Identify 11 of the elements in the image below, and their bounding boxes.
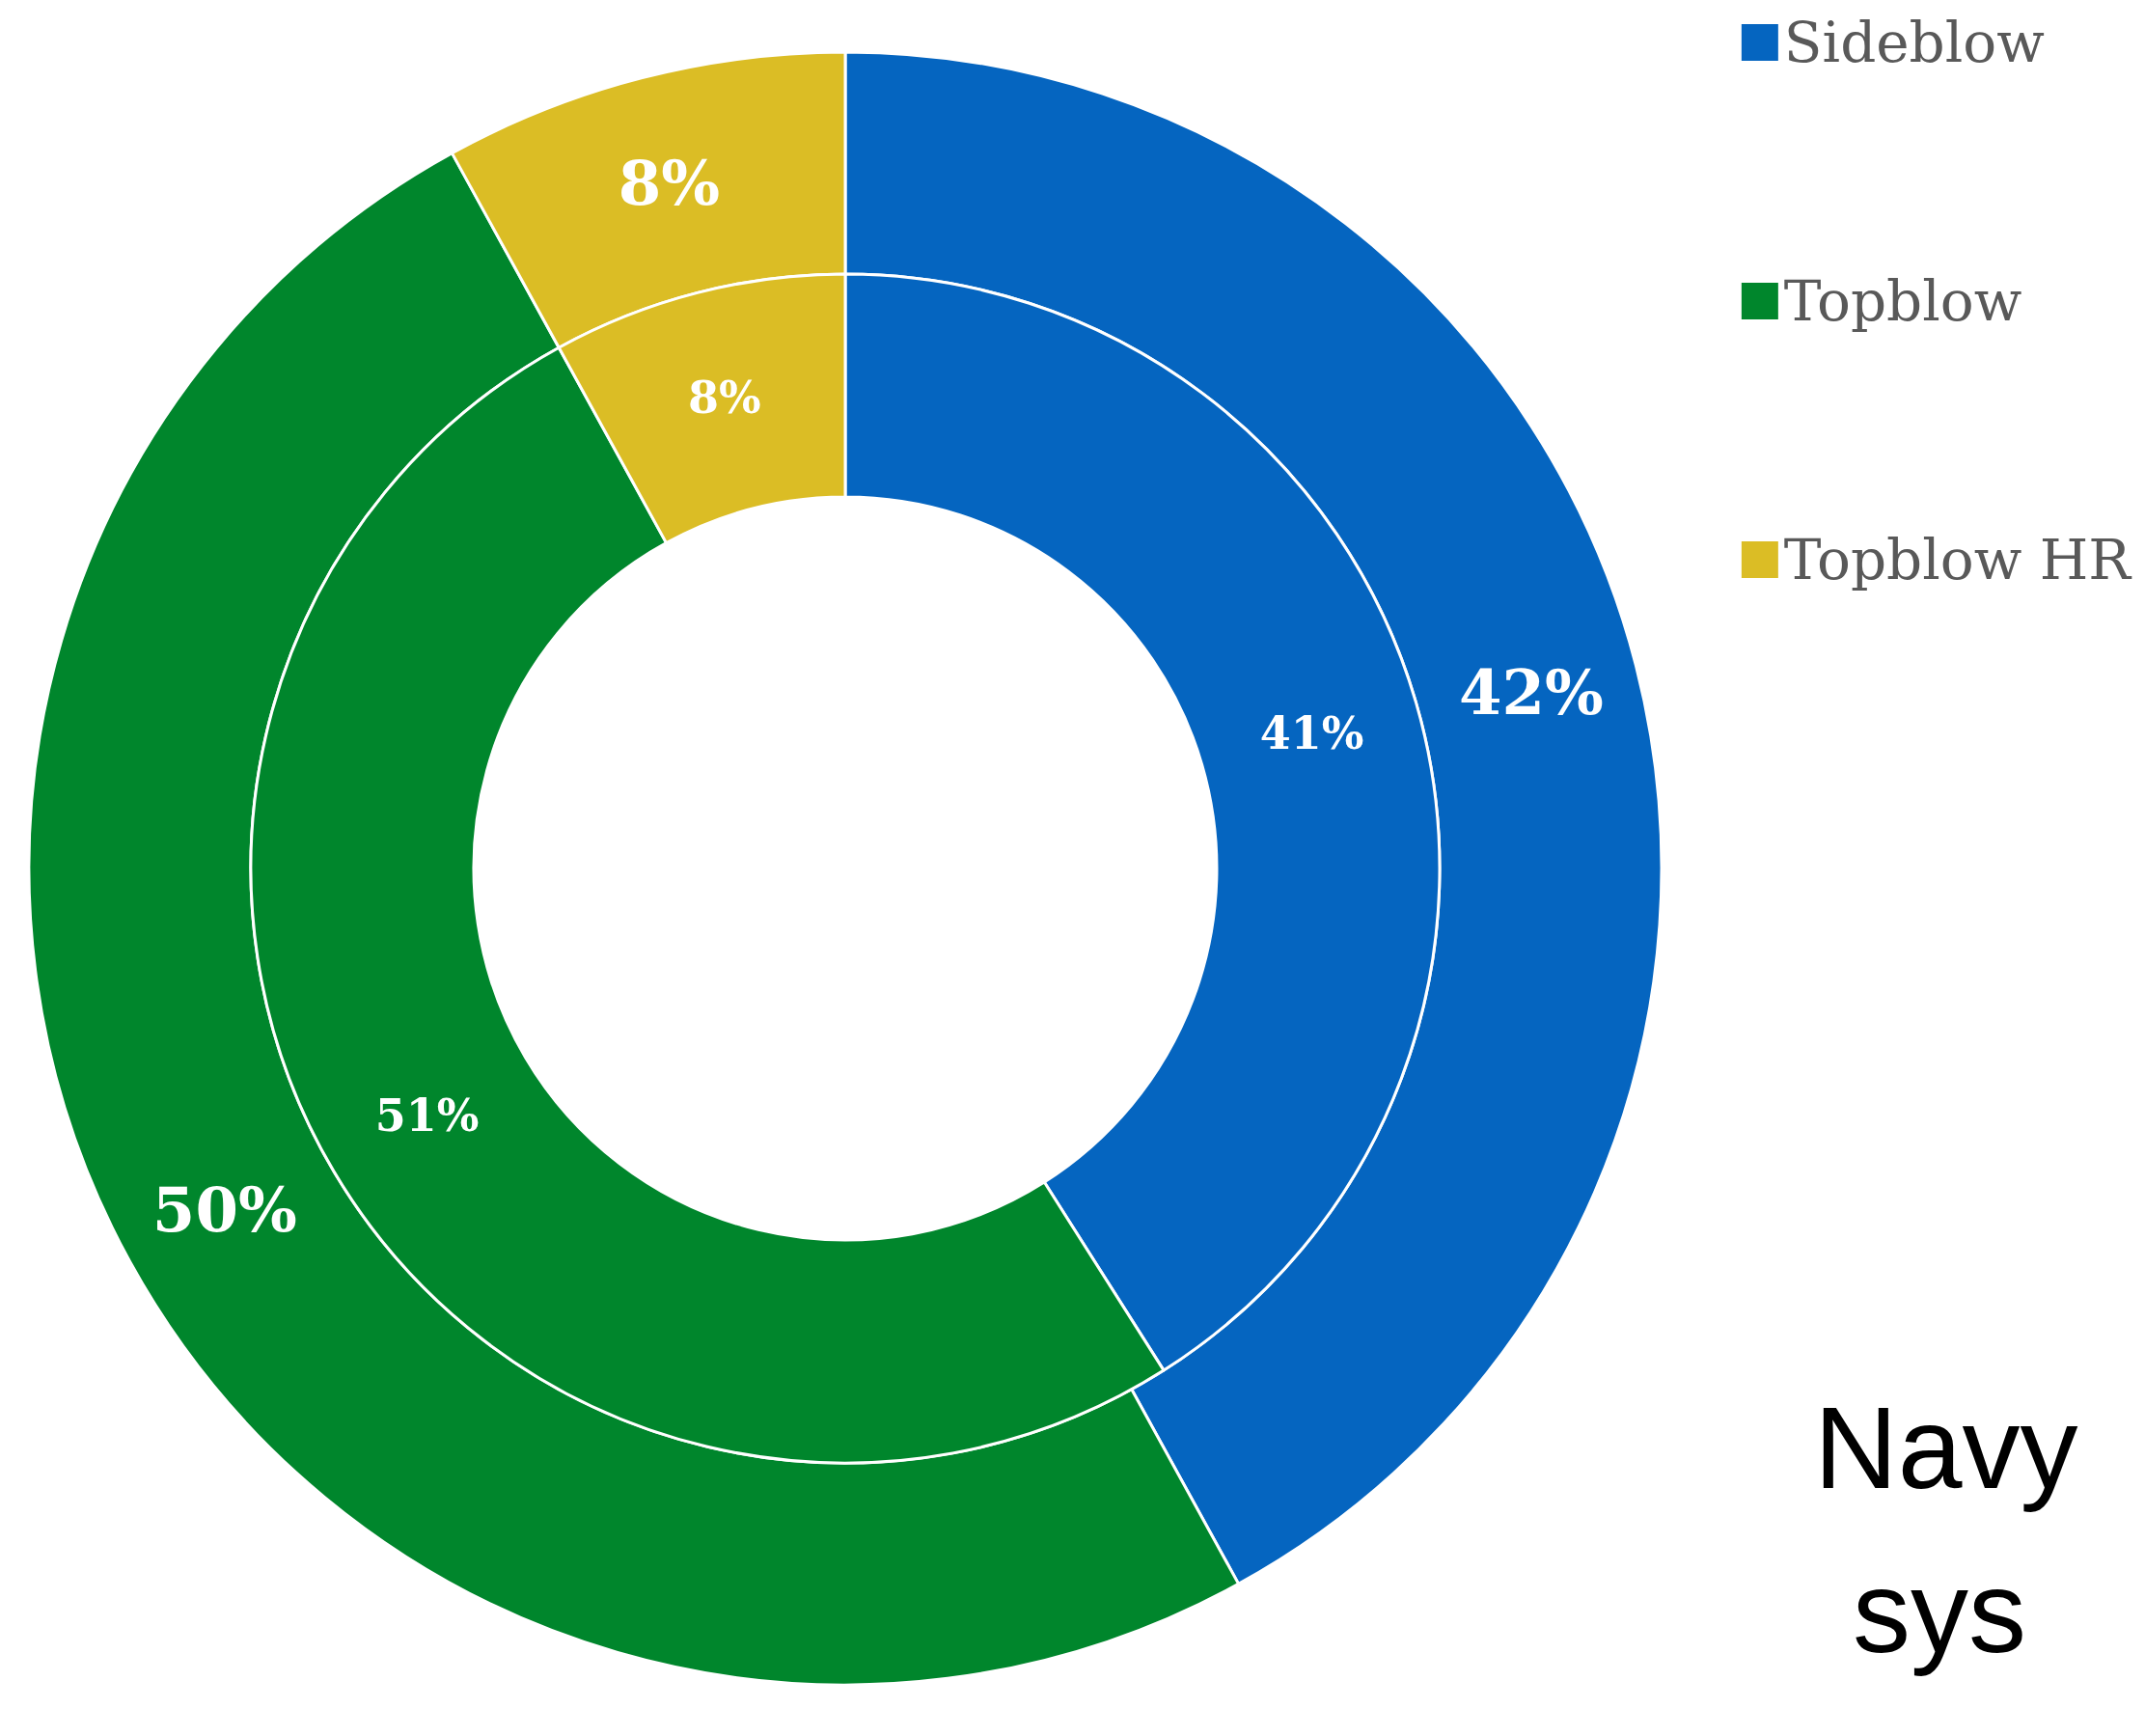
data-label: 51% xyxy=(374,1089,480,1143)
data-label: 42% xyxy=(1459,655,1604,729)
legend-label: Topblow HR xyxy=(1783,527,2133,592)
text: Navy xyxy=(1814,1383,2078,1512)
data-label: 8% xyxy=(618,146,721,219)
legend-label: Sideblow xyxy=(1783,10,2045,75)
text: sys xyxy=(1853,1547,2026,1676)
data-label: 8% xyxy=(687,372,761,425)
legend-label: Topblow xyxy=(1783,268,2022,334)
data-label: 41% xyxy=(1259,706,1364,759)
data-label: 50% xyxy=(151,1173,297,1247)
